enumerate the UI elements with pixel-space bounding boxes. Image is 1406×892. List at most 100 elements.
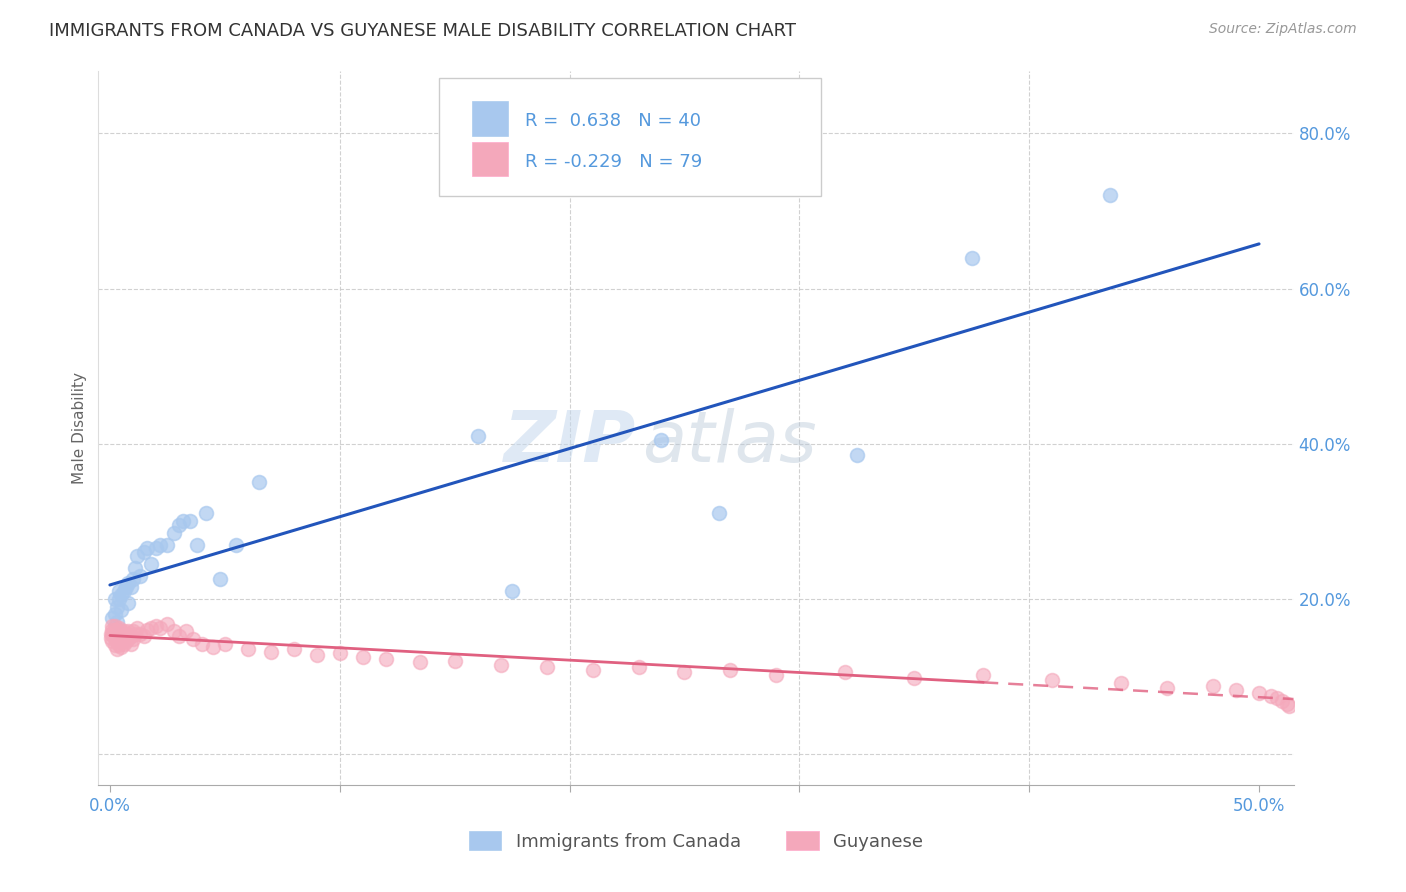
Point xyxy=(112,624,135,639)
Point xyxy=(1260,689,1282,703)
Point xyxy=(122,573,145,587)
Point xyxy=(100,626,122,640)
Point xyxy=(1040,673,1063,688)
Point xyxy=(1247,686,1270,700)
Point xyxy=(1275,697,1298,711)
Point xyxy=(186,537,208,551)
Point xyxy=(903,671,925,685)
Point xyxy=(103,607,125,622)
Point xyxy=(972,668,994,682)
Point xyxy=(110,632,132,647)
Point xyxy=(581,663,603,677)
FancyBboxPatch shape xyxy=(472,142,509,177)
Point xyxy=(156,537,179,551)
Point xyxy=(124,561,146,575)
Point xyxy=(167,518,190,533)
Point xyxy=(108,584,131,599)
Point xyxy=(108,624,131,639)
Point xyxy=(110,588,132,602)
Point xyxy=(103,623,125,637)
Point xyxy=(108,631,131,645)
Text: Source: ZipAtlas.com: Source: ZipAtlas.com xyxy=(1209,22,1357,37)
Point xyxy=(409,656,432,670)
Point xyxy=(145,619,167,633)
Point xyxy=(1225,683,1247,698)
Point xyxy=(141,621,163,635)
Point xyxy=(103,626,125,640)
Point xyxy=(110,603,132,617)
Point xyxy=(467,429,489,443)
Point xyxy=(352,650,374,665)
Point xyxy=(845,448,868,462)
Point xyxy=(117,632,139,647)
Point xyxy=(103,631,125,645)
Point xyxy=(443,654,465,668)
Point xyxy=(195,507,218,521)
Point xyxy=(260,644,283,658)
Point xyxy=(149,621,172,635)
Point xyxy=(720,663,742,677)
Point xyxy=(236,642,259,657)
Text: IMMIGRANTS FROM CANADA VS GUYANESE MALE DISABILITY CORRELATION CHART: IMMIGRANTS FROM CANADA VS GUYANESE MALE … xyxy=(49,22,796,40)
Point xyxy=(112,637,135,651)
Point xyxy=(627,660,650,674)
Point xyxy=(134,629,156,643)
Point xyxy=(283,642,305,657)
Point xyxy=(1271,694,1294,708)
Point xyxy=(110,624,132,639)
Text: R =  0.638   N = 40: R = 0.638 N = 40 xyxy=(524,112,702,129)
Point xyxy=(181,632,204,647)
Point xyxy=(108,591,131,606)
Point xyxy=(105,599,128,614)
Point xyxy=(135,541,157,556)
Point xyxy=(112,629,135,643)
Text: ZIP: ZIP xyxy=(503,408,637,477)
Point xyxy=(101,619,124,633)
Legend: Immigrants from Canada, Guyanese: Immigrants from Canada, Guyanese xyxy=(461,824,931,858)
Point xyxy=(1267,691,1289,706)
Point xyxy=(834,665,856,680)
Point xyxy=(122,624,145,639)
Text: R = -0.229   N = 79: R = -0.229 N = 79 xyxy=(524,153,703,171)
Point xyxy=(1098,188,1121,202)
Point xyxy=(134,545,156,559)
Point xyxy=(172,514,194,528)
Point xyxy=(127,621,149,635)
Point xyxy=(101,623,124,637)
Point xyxy=(141,557,163,571)
Point xyxy=(163,624,186,639)
Point xyxy=(149,537,172,551)
Point xyxy=(225,537,247,551)
Point xyxy=(209,573,232,587)
Point xyxy=(127,549,149,563)
Point xyxy=(103,591,125,606)
Point xyxy=(105,623,128,637)
Point xyxy=(247,475,270,490)
Point xyxy=(105,626,128,640)
Point xyxy=(124,626,146,640)
Point xyxy=(1278,698,1301,713)
Point xyxy=(122,632,145,647)
Point xyxy=(120,629,142,643)
Point xyxy=(650,433,672,447)
Point xyxy=(105,634,128,648)
Point xyxy=(128,626,150,640)
Point xyxy=(110,640,132,654)
Point xyxy=(120,637,142,651)
Point xyxy=(501,584,523,599)
Point xyxy=(103,638,125,652)
Point xyxy=(707,507,730,521)
Point xyxy=(108,638,131,652)
FancyBboxPatch shape xyxy=(439,78,821,196)
Point xyxy=(174,624,197,639)
Point xyxy=(536,660,558,674)
Point xyxy=(163,525,186,540)
Point xyxy=(202,640,225,654)
Point xyxy=(191,637,214,651)
Point xyxy=(1156,681,1178,695)
Point xyxy=(120,580,142,594)
Point xyxy=(156,616,179,631)
Point xyxy=(374,652,396,666)
Y-axis label: Male Disability: Male Disability xyxy=(72,372,87,484)
Point xyxy=(117,624,139,639)
